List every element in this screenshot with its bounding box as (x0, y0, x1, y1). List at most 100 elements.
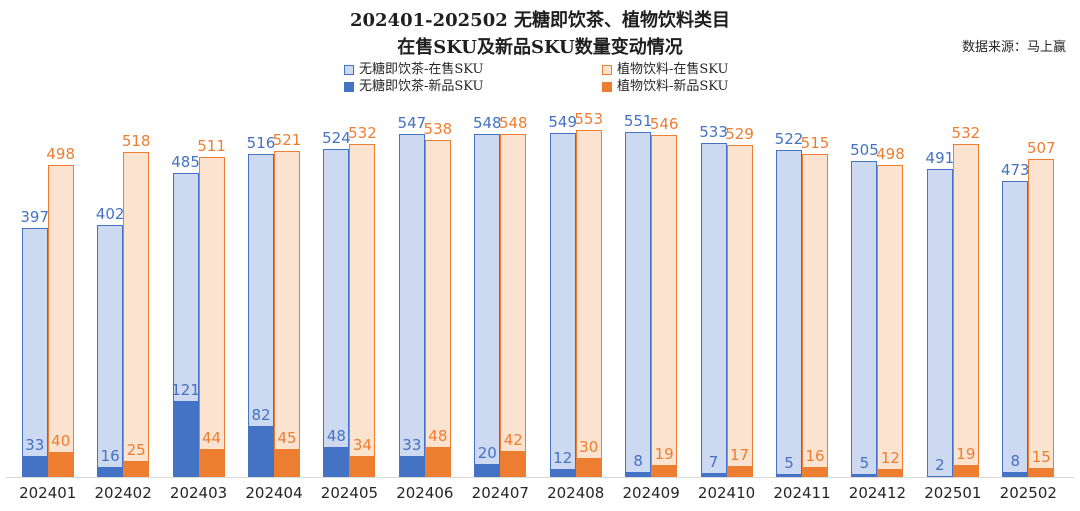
bar-tea-new (776, 473, 802, 477)
label-tea-new-value: 33 (25, 436, 45, 455)
bar-plant-new (726, 466, 753, 477)
bar-tea-onsale (1002, 180, 1029, 477)
bar-plant-new (424, 446, 451, 477)
label-tea-new-value: 82 (251, 405, 271, 424)
bar-plant-onsale (802, 154, 828, 477)
bar-plant-onsale (877, 164, 904, 477)
label-tea-new-value: 7 (708, 452, 719, 471)
legend-swatch-plant-new-icon (602, 82, 612, 92)
bar-plant-onsale (349, 143, 376, 477)
label-tea-new-value: 8 (1010, 451, 1021, 470)
bar-tea-onsale (625, 131, 652, 477)
legend-swatch-plant-onsale-icon (602, 65, 612, 75)
label-plant-onsale-value: 546 (649, 114, 679, 133)
bar-tea-new (21, 456, 48, 477)
bar-plant-onsale (198, 156, 225, 477)
bar-tea-new (625, 471, 652, 477)
bar-plant-new (500, 450, 527, 477)
bar-tea-new (549, 469, 576, 477)
bar-tea-onsale (776, 149, 802, 477)
bar-plant-onsale (424, 139, 451, 477)
label-tea-onsale-value: 524 (322, 128, 351, 147)
bar-tea-new (398, 456, 425, 477)
legend-label-tea-onsale: 无糖即饮茶-在售SKU (359, 62, 484, 77)
label-plant-new-value: 44 (202, 429, 222, 448)
label-tea-onsale-value: 548 (472, 113, 502, 132)
chart-title-line1: 202401-202502 无糖即饮茶、植物饮料类目 (349, 10, 731, 31)
label-tea-onsale-value: 516 (246, 133, 276, 152)
bar-tea-new (851, 473, 878, 477)
bar-plant-onsale (500, 133, 527, 477)
legend-label-tea-new: 无糖即饮茶-新品SKU (359, 79, 484, 94)
legend-label-plant-new: 植物饮料-新品SKU (617, 79, 729, 94)
label-tea-new-value: 48 (326, 426, 346, 445)
x-axis-label: 202411 (773, 484, 831, 502)
label-tea-new-value: 16 (100, 446, 120, 465)
bar-plant-onsale (952, 143, 979, 477)
label-tea-new-value: 5 (784, 453, 794, 472)
x-axis-label: 202409 (622, 484, 680, 502)
bar-plant-new (575, 458, 602, 477)
legend-item-plant-new: 植物饮料-新品SKU (602, 79, 729, 95)
label-plant-onsale-value: 538 (423, 119, 453, 138)
bar-tea-new (926, 475, 953, 477)
x-axis-label: 202402 (94, 484, 152, 502)
label-plant-onsale-value: 521 (272, 130, 302, 149)
bar-plant-onsale (123, 152, 150, 477)
label-plant-onsale-value: 498 (876, 144, 905, 163)
x-axis-label: 202407 (471, 484, 529, 502)
label-tea-onsale-value: 505 (850, 140, 879, 159)
label-tea-new-value: 8 (633, 451, 643, 470)
label-tea-onsale-value: 522 (774, 129, 804, 148)
x-axis-label: 202405 (320, 484, 379, 502)
x-axis-label: 202412 (848, 484, 907, 502)
label-tea-new-value: 121 (171, 381, 200, 400)
label-plant-new-value: 42 (503, 430, 523, 449)
label-tea-onsale-value: 551 (623, 111, 653, 130)
x-axis-label: 202401 (19, 484, 77, 502)
label-tea-onsale-value: 549 (548, 112, 578, 131)
bar-plant-new (274, 448, 300, 477)
label-tea-new-value: 33 (402, 436, 422, 455)
label-plant-new-value: 17 (730, 446, 750, 465)
label-tea-onsale-value: 397 (20, 208, 50, 227)
bar-plant-new (349, 455, 376, 477)
bar-tea-onsale (21, 228, 48, 477)
bar-plant-onsale (726, 145, 753, 477)
label-plant-onsale-value: 518 (121, 132, 151, 151)
label-plant-onsale-value: 532 (951, 123, 981, 142)
label-plant-onsale-value: 553 (574, 110, 604, 129)
chart-title: 202401-202502 无糖即饮茶、植物饮料类目 在售SKU及新品SKU数量… (0, 7, 1080, 61)
label-plant-new-value: 19 (654, 445, 674, 464)
bar-plant-new (651, 465, 678, 477)
bar-tea-new (172, 401, 199, 477)
x-axis-label: 202408 (547, 484, 605, 502)
legend-swatch-tea-onsale-icon (344, 65, 354, 75)
legend-item-tea-new: 无糖即饮茶-新品SKU (344, 79, 602, 95)
legend-item-tea-onsale: 无糖即饮茶-在售SKU (344, 62, 602, 78)
chart-title-line2: 在售SKU及新品SKU数量变动情况 (397, 37, 683, 58)
label-plant-onsale-value: 515 (800, 134, 830, 153)
bar-plant-onsale (575, 130, 602, 477)
bar-tea-onsale (851, 160, 878, 477)
bar-plant-onsale (47, 164, 74, 477)
legend-swatch-tea-new-icon (344, 82, 354, 92)
label-tea-onsale-value: 473 (1000, 160, 1030, 179)
x-axis-label: 202502 (999, 484, 1057, 502)
x-axis-label: 202403 (169, 484, 228, 502)
bar-tea-new (700, 472, 727, 477)
bar-plant-new (198, 449, 225, 477)
x-axis-line (6, 477, 1074, 478)
bar-plant-new (802, 466, 828, 477)
label-plant-onsale-value: 511 (197, 136, 226, 155)
bar-tea-new (323, 446, 350, 477)
chart-legend: 无糖即饮茶-在售SKU 植物饮料-在售SKU 无糖即饮茶-新品SKU 植物饮料-… (344, 62, 729, 95)
label-plant-new-value: 16 (805, 446, 825, 465)
bar-plant-onsale (274, 150, 300, 477)
bar-tea-onsale (398, 134, 425, 477)
x-axis-label: 202404 (245, 484, 303, 502)
label-plant-new-value: 15 (1031, 447, 1051, 466)
bar-tea-new (248, 425, 274, 477)
